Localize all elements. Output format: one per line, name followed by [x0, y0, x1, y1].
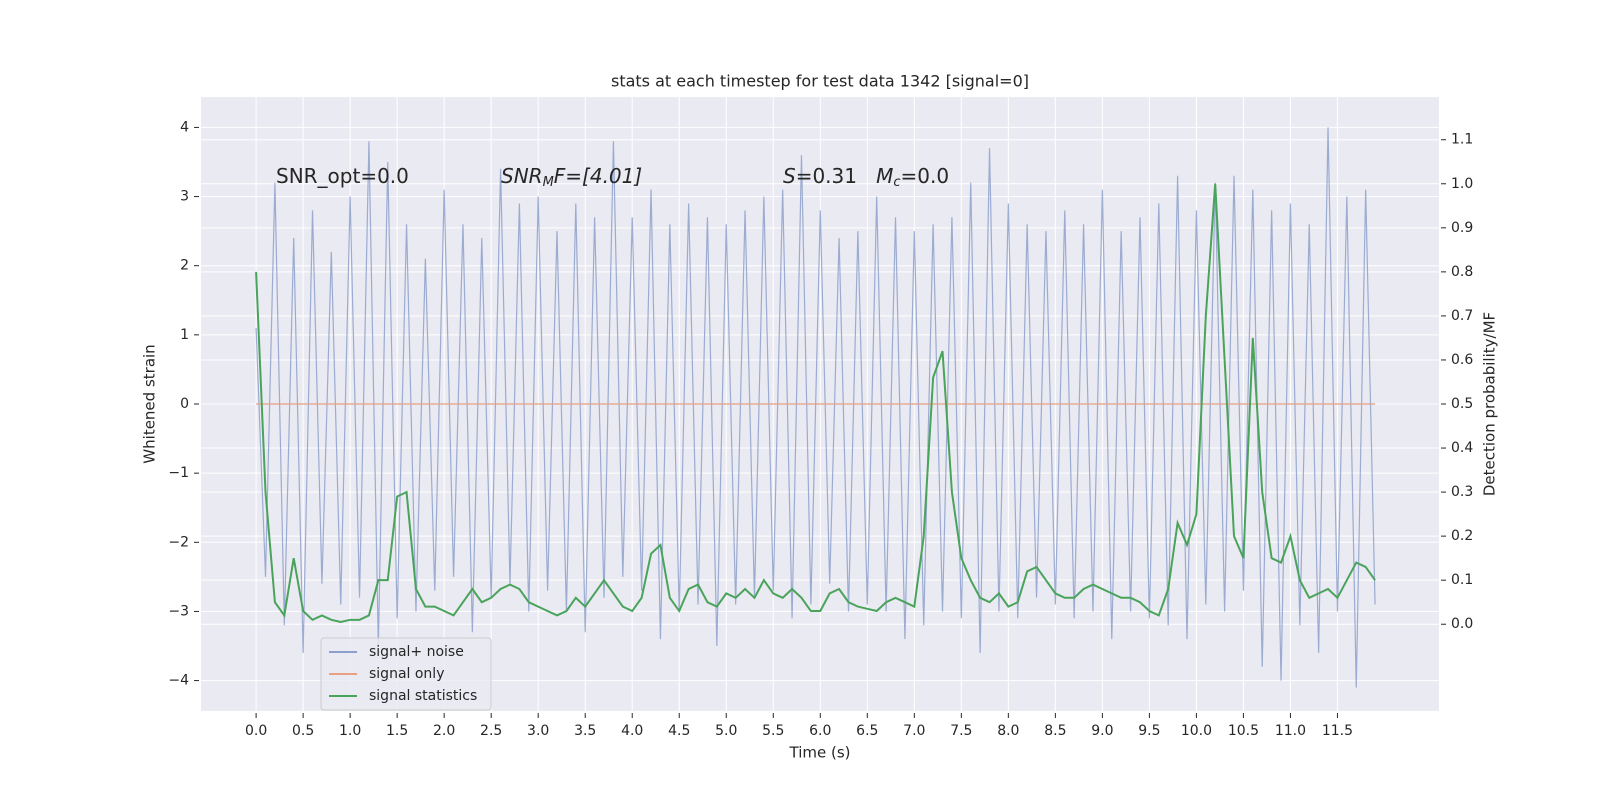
x-axis-label: Time (s)	[789, 744, 851, 762]
series-line	[255, 183, 1376, 624]
y2-tick-label: 0.8	[1451, 264, 1473, 280]
y2-tick-label: 0.0	[1451, 616, 1473, 632]
x-tick-label: 9.5	[1138, 723, 1160, 739]
x-tick-label: 6.0	[809, 723, 831, 739]
annotation: SNR_opt=0.0	[276, 164, 409, 188]
y2-tick-label: 0.4	[1451, 440, 1473, 456]
x-tick-label: 11.5	[1322, 723, 1353, 739]
annotation-text: M	[876, 164, 893, 188]
legend: signal+ noise signal only signal statistic…	[320, 637, 492, 711]
legend-box	[320, 637, 492, 711]
legend-label: signal statistics	[369, 688, 477, 704]
y2-tick-label: 0.2	[1451, 528, 1473, 544]
y2-tick-label: 0.6	[1451, 352, 1473, 368]
x-tick-label: 4.0	[621, 723, 643, 739]
y2-tick-label: 1.0	[1451, 176, 1473, 192]
y2-tick-label: 0.9	[1451, 220, 1473, 236]
x-tick-label: 5.5	[762, 723, 784, 739]
x-tick-label: 8.0	[997, 723, 1019, 739]
annotation-text: SNR	[501, 164, 543, 188]
y-axis-label: Whitened strain	[141, 344, 159, 463]
y-tick-label: 0	[180, 396, 189, 412]
x-tick-label: 11.0	[1275, 723, 1306, 739]
legend-label: signal+ noise	[369, 644, 464, 660]
x-tick-label: 9.0	[1091, 723, 1113, 739]
y-tick-label: 4	[180, 119, 189, 135]
annotation-sub: M	[543, 175, 554, 190]
annotation: S=0.31 Mc=0.0	[783, 164, 949, 190]
y-tick-label: −1	[168, 465, 189, 481]
x-tick-label: 10.5	[1228, 723, 1259, 739]
chart-title: stats at each timestep for test data 134…	[611, 72, 1029, 91]
x-tick-label: 2.5	[480, 723, 502, 739]
y-tick-label: 1	[180, 327, 189, 343]
annotation-text: SNR_opt=0.0	[276, 164, 409, 188]
marks	[255, 127, 1376, 688]
x-tick-label: 1.0	[339, 723, 361, 739]
series-line	[255, 127, 1376, 688]
y2-tick-label: 0.5	[1451, 396, 1473, 412]
y2-tick-label: 0.1	[1451, 572, 1473, 588]
y2-tick-label: 0.7	[1451, 308, 1473, 324]
x-tick-label: 7.0	[903, 723, 925, 739]
x-tick-label: 0.0	[245, 723, 267, 739]
y2-axis-label: Detection probability/MF	[1481, 312, 1499, 496]
annotation-text: S	[783, 164, 796, 188]
annotation-text: =0.31	[796, 164, 876, 188]
y-tick-label: 2	[180, 258, 189, 274]
x-tick-label: 0.5	[292, 723, 314, 739]
y2-tick-label: 1.1	[1451, 132, 1473, 148]
annotation: SNRMF=[4.01]	[501, 164, 642, 190]
x-tick-label: 6.5	[856, 723, 878, 739]
x-tick-label: 5.0	[715, 723, 737, 739]
x-tick-label: 3.5	[574, 723, 596, 739]
annotation-text: =0.0	[901, 164, 950, 188]
x-tick-label: 8.5	[1044, 723, 1066, 739]
x-tick-label: 1.5	[386, 723, 408, 739]
legend-label: signal only	[369, 666, 444, 682]
x-tick-label: 3.0	[527, 723, 549, 739]
y2-tick-label: 0.3	[1451, 484, 1473, 500]
y-tick-label: −4	[168, 673, 189, 689]
x-tick-label: 2.0	[433, 723, 455, 739]
x-tick-label: 10.0	[1181, 723, 1212, 739]
annotation-text: F=[4.01]	[554, 164, 642, 188]
annotation-sub: c	[893, 175, 900, 190]
x-tick-label: 7.5	[950, 723, 972, 739]
y-tick-label: −2	[168, 534, 189, 550]
x-tick-label: 4.5	[668, 723, 690, 739]
y-tick-label: −3	[168, 603, 189, 619]
y-tick-label: 3	[180, 189, 189, 205]
